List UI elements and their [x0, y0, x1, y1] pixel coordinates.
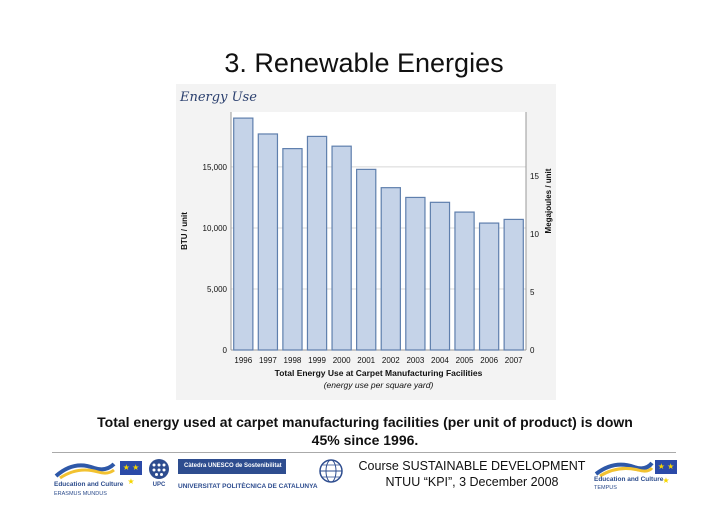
- bar-1996: [233, 117, 254, 351]
- x-tick-label: 2001: [357, 356, 375, 365]
- bar-2003: [405, 196, 426, 351]
- course-name: Course SUSTAINABLE DEVELOPMENT: [358, 459, 586, 473]
- energy-use-chart: Energy Use 0 5,000 10,000 15,000 0 5 10 15 1996 19…: [176, 84, 556, 400]
- unesco-globe-icon: [318, 458, 344, 484]
- upc-dots-icon: UPC: [149, 459, 169, 488]
- x-tick-label: 1997: [259, 356, 277, 365]
- slide-title: 3. Renewable Energies: [224, 48, 504, 78]
- university-name: UNIVERSITAT POLITÈCNICA DE CATALUNYA: [178, 483, 318, 490]
- eu-flag-icon-left: ★ ★ ★: [120, 461, 142, 486]
- eu-stars-left: ★ ★ ★: [122, 463, 140, 486]
- x-tick-label: 2006: [480, 356, 498, 365]
- bar-1997: [257, 133, 279, 351]
- bar-2000: [331, 145, 352, 351]
- x-axis-label: Total Energy Use at Carpet Manufacturing…: [275, 368, 483, 378]
- bar-2007: [503, 218, 524, 351]
- bar-2002: [380, 187, 401, 351]
- bar-2001: [356, 168, 377, 351]
- caption-line-1: Total energy used at carpet manufacturin…: [97, 414, 633, 430]
- y-tick-label-right: 15: [530, 172, 539, 181]
- education-culture-logo-right: [594, 458, 654, 480]
- y-tick-label: 10,000: [203, 224, 228, 233]
- swoosh-icon: [54, 462, 116, 480]
- footer-divider: [52, 452, 676, 453]
- x-axis-sublabel: (energy use per square yard): [324, 380, 434, 390]
- tempus-text: TEMPUS: [594, 485, 617, 491]
- x-tick-label: 2000: [333, 356, 351, 365]
- y-axis-label-right: Megajoules / unit: [544, 168, 553, 233]
- eu-flag-icon-right: ★ ★ ★: [655, 460, 677, 485]
- eu-stars-right: ★ ★ ★: [657, 462, 675, 485]
- x-tick-label: 2004: [431, 356, 449, 365]
- y-axis-label: BTU / unit: [180, 212, 189, 250]
- education-culture-text-left: Education and Culture: [54, 481, 124, 488]
- x-tick-label: 1999: [308, 356, 326, 365]
- y-tick-label-right: 0: [530, 346, 535, 355]
- x-tick-label: 1996: [234, 356, 252, 365]
- y-tick-label-right: 5: [530, 288, 535, 297]
- chart-svg: Energy Use 0 5,000 10,000 15,000 0 5 10 15 1996 19…: [179, 90, 553, 390]
- course-venue-date: NTUU “KPI”, 3 December 2008: [385, 475, 559, 489]
- x-tick-label: 2003: [406, 356, 424, 365]
- y-tick-label: 5,000: [207, 285, 228, 294]
- upc-logo: UPC: [148, 458, 170, 488]
- x-tick-label: 1998: [284, 356, 302, 365]
- y-tick-label-right: 10: [530, 230, 539, 239]
- plot-area: [231, 112, 526, 350]
- slide-caption: Total energy used at carpet manufacturin…: [60, 413, 670, 449]
- bar-2006: [478, 222, 500, 351]
- y-tick-label: 15,000: [203, 163, 228, 172]
- x-tick-label: 2005: [456, 356, 474, 365]
- bar-1999: [306, 135, 328, 351]
- bar-1998: [282, 148, 303, 351]
- x-tick-label: 2007: [505, 356, 523, 365]
- x-tick-label: 2002: [382, 356, 400, 365]
- caption-line-2: 45% since 1996.: [311, 432, 419, 448]
- education-culture-logo-left: [54, 458, 116, 482]
- bar-2004: [429, 201, 451, 351]
- education-culture-text-right: Education and Culture: [594, 476, 664, 483]
- bar-2005: [454, 211, 475, 351]
- course-info: Course SUSTAINABLE DEVELOPMENT NTUU “KPI…: [352, 458, 592, 490]
- upc-label: UPC: [153, 482, 166, 488]
- chart-title: Energy Use: [179, 90, 257, 105]
- y-tick-label: 0: [223, 346, 228, 355]
- swoosh-icon-right: [594, 461, 654, 478]
- catedra-unesco-label: Càtedra UNESCO de Sostenibilitat: [178, 459, 286, 474]
- erasmus-mundus-text: ERASMUS MUNDUS: [54, 491, 107, 497]
